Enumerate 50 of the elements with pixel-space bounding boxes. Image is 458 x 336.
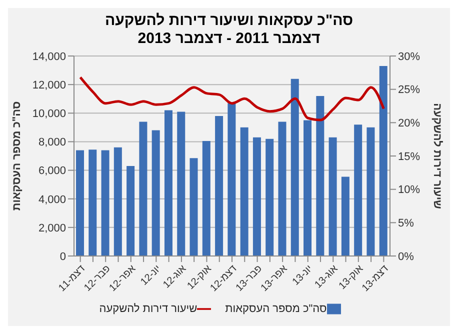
- bar: [354, 124, 362, 256]
- bar: [101, 150, 110, 256]
- x-tick-label: יונ-13: [290, 263, 315, 288]
- x-tick-label: יונ-12: [138, 263, 164, 288]
- y2-tick-label: 0%: [398, 250, 414, 263]
- legend-label: סה"כ מספר העסקאות: [225, 302, 327, 315]
- y-axis-title: סה"כ מספר העסקאות: [10, 101, 23, 211]
- y-tick-label: 8,000: [38, 136, 66, 149]
- bar: [316, 96, 324, 256]
- bar: [152, 130, 160, 256]
- y2-axis-title: שיעור דירות להשקעה: [431, 103, 444, 210]
- y2-tick-label: 5%: [398, 218, 414, 230]
- bar: [215, 116, 224, 256]
- bar: [114, 147, 122, 256]
- chart-subtitle: דצמבר 2011 - דצמבר 2013: [136, 30, 322, 48]
- y2-tick-label: 15%: [398, 150, 420, 163]
- y-tick-label: 10,000: [32, 108, 66, 120]
- bar: [328, 137, 337, 256]
- bar: [290, 78, 299, 256]
- y-tick-label: 4,000: [38, 194, 66, 206]
- bar: [366, 127, 375, 256]
- y-tick-label: 14,000: [32, 50, 66, 63]
- legend-label: שיעור דירות להשקעה: [99, 302, 198, 315]
- bar: [76, 150, 84, 256]
- bar: [164, 110, 172, 256]
- y-tick-label: 0: [60, 250, 66, 263]
- x-tick-label: אוג-13: [312, 262, 341, 291]
- bar: [252, 137, 261, 256]
- chart-title: סה"כ עסקאות ושיעור דירות להשקעה: [104, 12, 354, 30]
- y-tick-label: 2,000: [38, 222, 66, 234]
- bar: [190, 158, 198, 256]
- y2-tick-label: 30%: [398, 50, 420, 63]
- bar: [228, 103, 236, 256]
- y2-tick-label: 10%: [398, 184, 420, 196]
- y-tick-label: 12,000: [32, 79, 66, 92]
- bar: [379, 66, 388, 256]
- bar: [278, 122, 286, 256]
- bar: [304, 120, 312, 256]
- bar: [177, 112, 186, 256]
- bar: [341, 176, 350, 256]
- bar: [126, 166, 135, 256]
- bar: [139, 122, 148, 256]
- y-tick-label: 6,000: [38, 165, 66, 178]
- y2-tick-label: 25%: [398, 84, 420, 96]
- line-series: [79, 76, 385, 122]
- bar: [266, 138, 274, 256]
- y2-tick-label: 20%: [398, 118, 420, 130]
- bar: [202, 141, 210, 256]
- bar: [88, 150, 97, 256]
- bar: [240, 127, 248, 256]
